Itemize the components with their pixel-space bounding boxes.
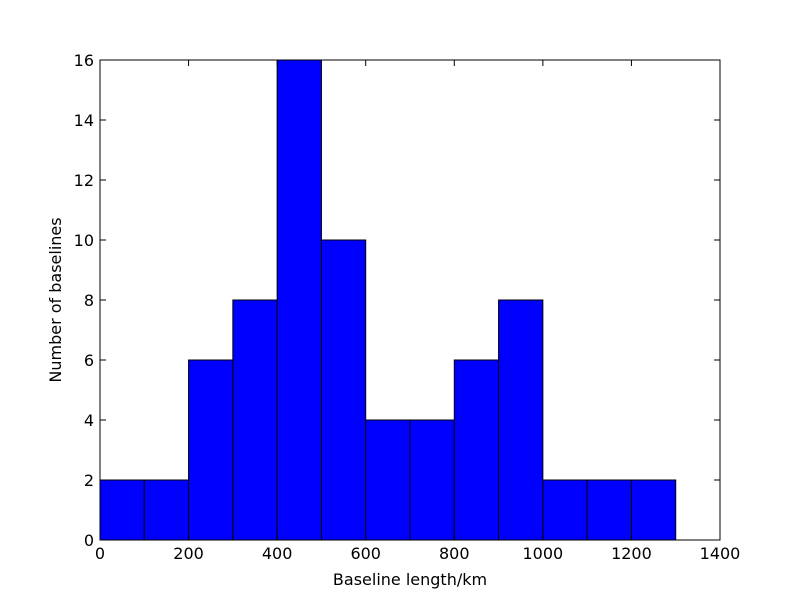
x-tick-label: 600: [350, 544, 381, 563]
y-tick-label: 0: [84, 531, 94, 550]
bar: [498, 299, 544, 541]
y-tick-label: 10: [74, 231, 94, 250]
y-tick-label: 14: [74, 111, 94, 130]
y-tick-label: 6: [84, 351, 94, 370]
bar: [143, 479, 190, 541]
x-axis-label: Baseline length/km: [333, 570, 487, 589]
x-tick-label: 1200: [611, 544, 652, 563]
bar: [276, 59, 322, 541]
bar: [586, 479, 632, 541]
bar: [365, 419, 411, 541]
bar: [232, 299, 278, 541]
y-tick-label: 16: [74, 51, 94, 70]
x-tick-label: 800: [439, 544, 470, 563]
bar: [320, 239, 367, 541]
x-tick-label: 200: [173, 544, 204, 563]
x-tick-label: 0: [95, 544, 105, 563]
y-tick-label: 2: [84, 471, 94, 490]
bar: [542, 479, 588, 541]
x-tick-label: 400: [262, 544, 293, 563]
bar: [188, 359, 234, 541]
bar: [99, 479, 145, 541]
y-tick-label: 8: [84, 291, 94, 310]
bar: [453, 359, 500, 541]
y-tick-label: 12: [74, 171, 94, 190]
y-tick-label: 4: [84, 411, 94, 430]
y-axis-label: Number of baselines: [46, 217, 65, 382]
x-tick-label: 1400: [700, 544, 741, 563]
x-tick-label: 1000: [522, 544, 563, 563]
bar: [409, 419, 455, 541]
bar: [630, 479, 677, 541]
